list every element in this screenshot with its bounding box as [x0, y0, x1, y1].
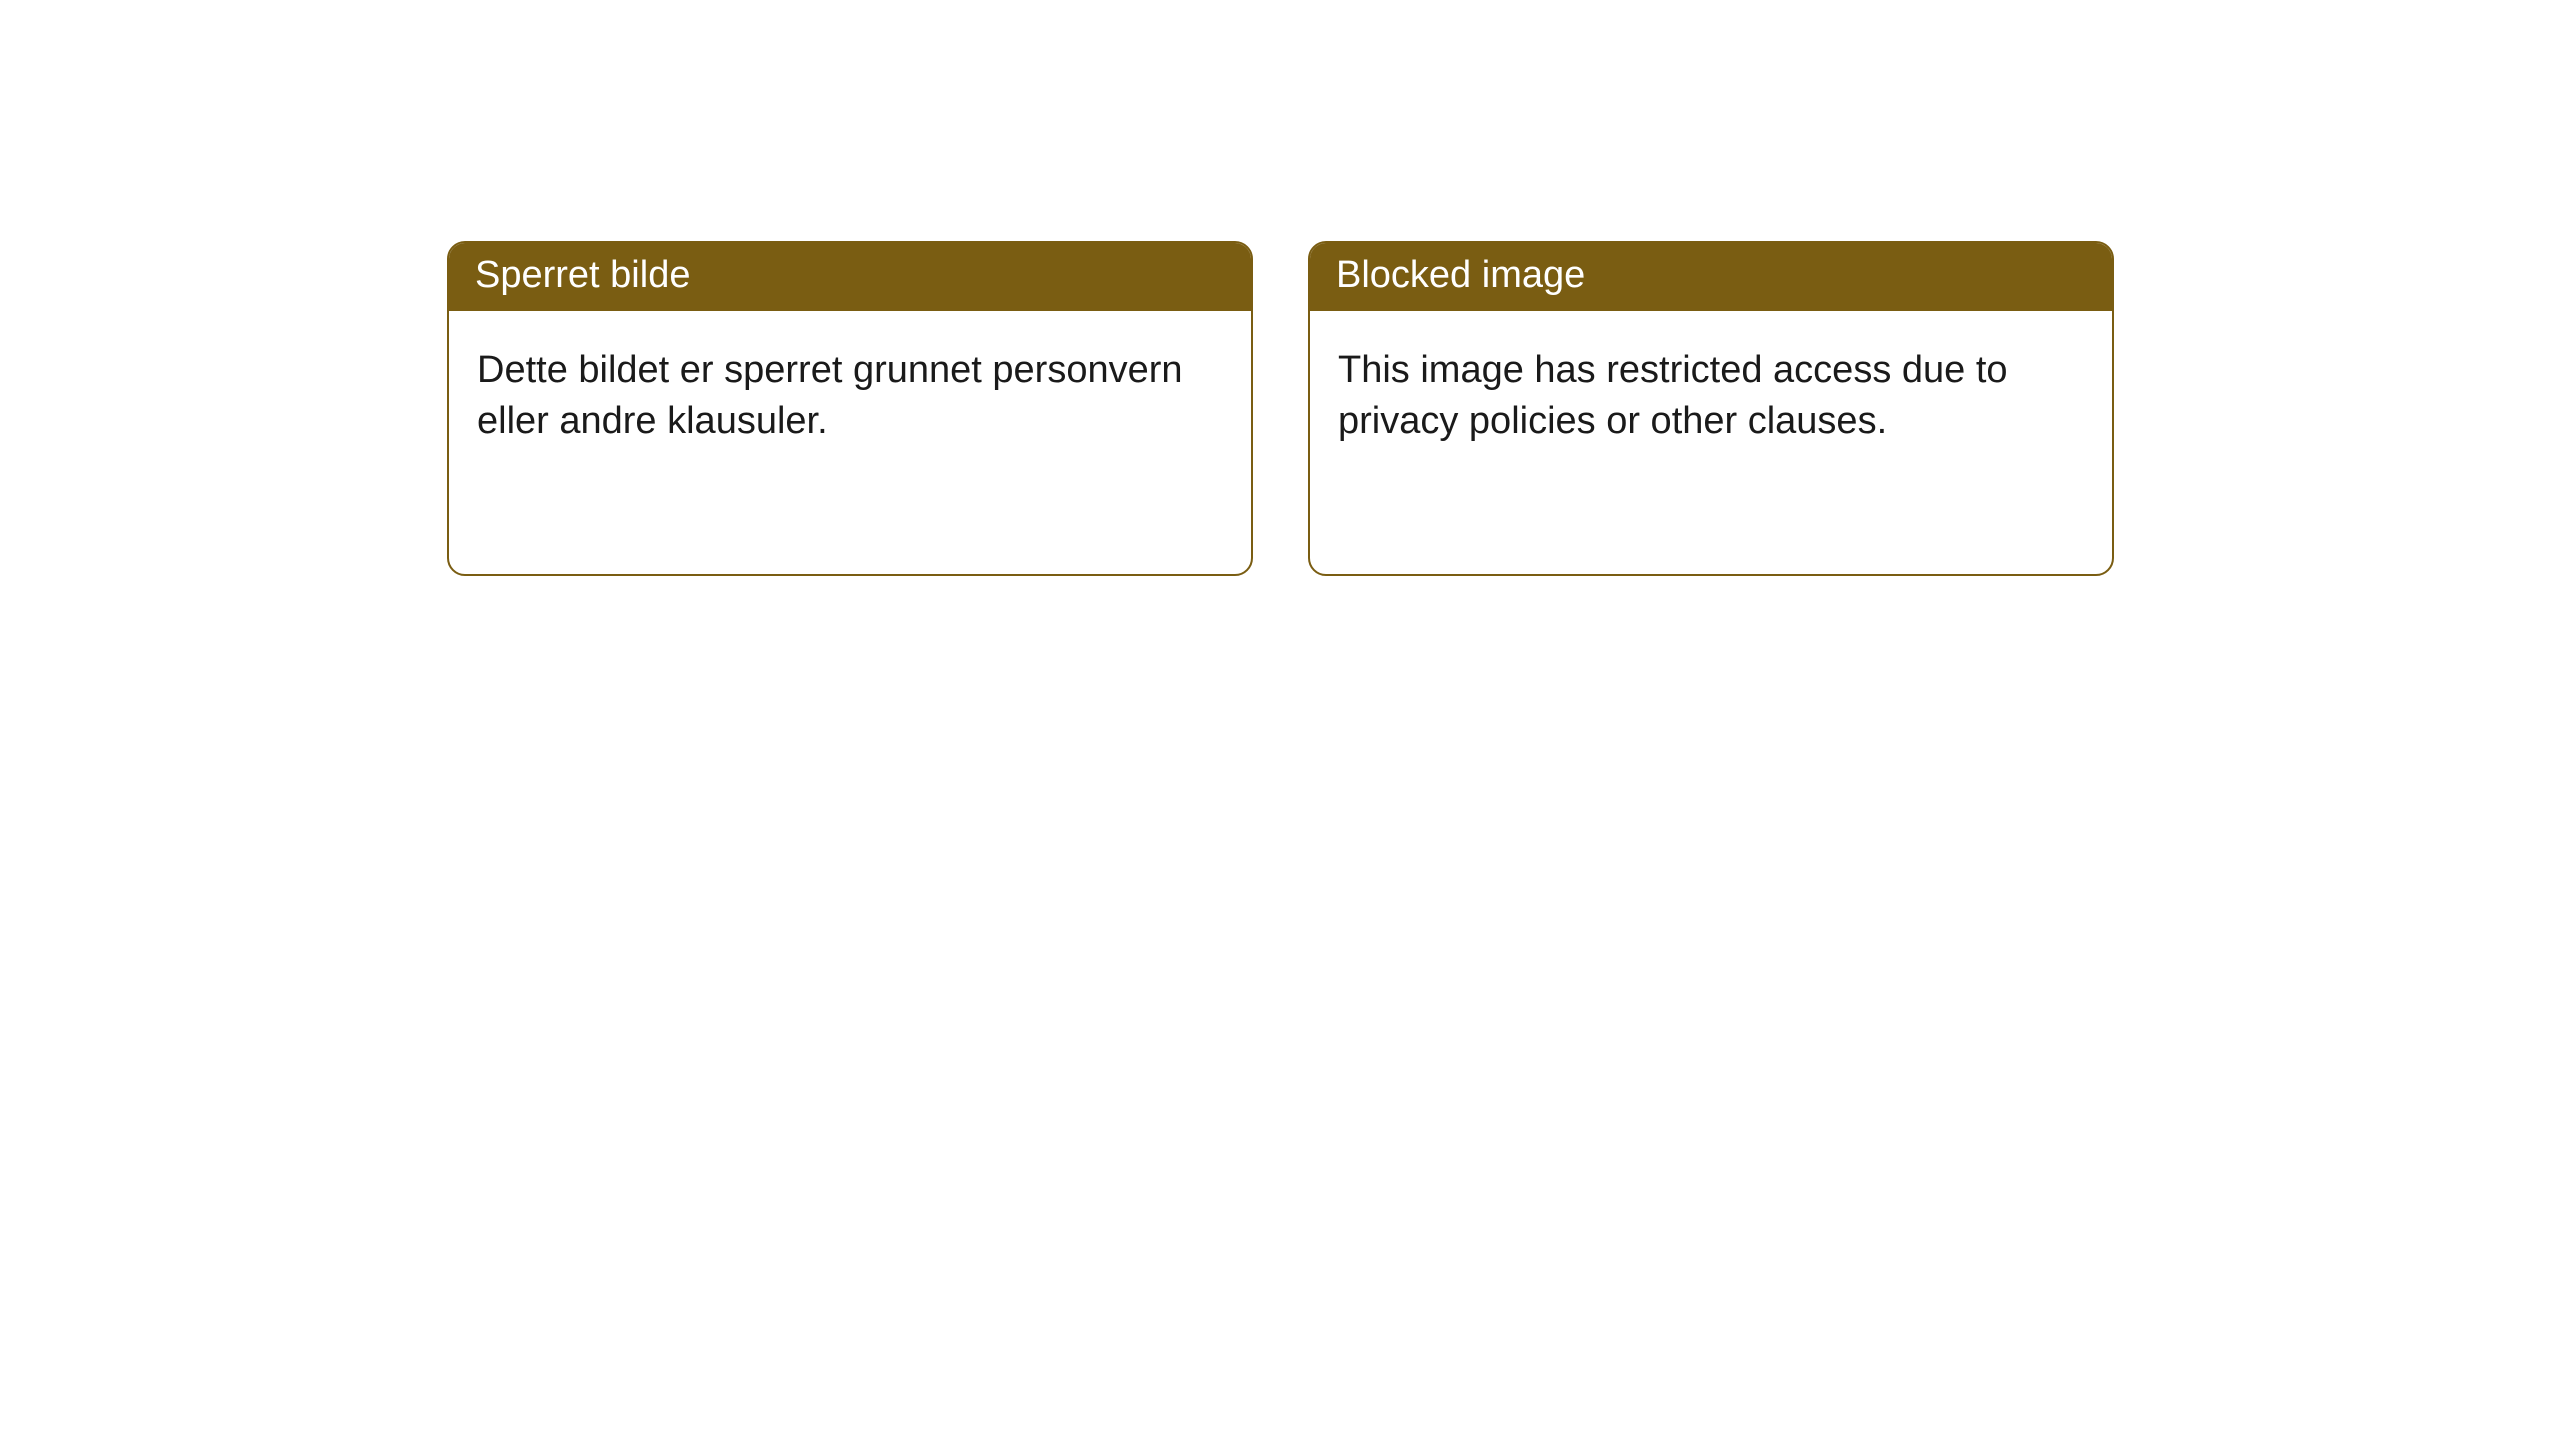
notice-card-norwegian: Sperret bilde Dette bildet er sperret gr…: [447, 241, 1253, 576]
notice-card-english: Blocked image This image has restricted …: [1308, 241, 2114, 576]
notice-body-norwegian: Dette bildet er sperret grunnet personve…: [449, 311, 1251, 482]
notice-body-english: This image has restricted access due to …: [1310, 311, 2112, 482]
notice-title-norwegian: Sperret bilde: [449, 243, 1251, 311]
notice-container: Sperret bilde Dette bildet er sperret gr…: [0, 0, 2560, 576]
notice-title-english: Blocked image: [1310, 243, 2112, 311]
